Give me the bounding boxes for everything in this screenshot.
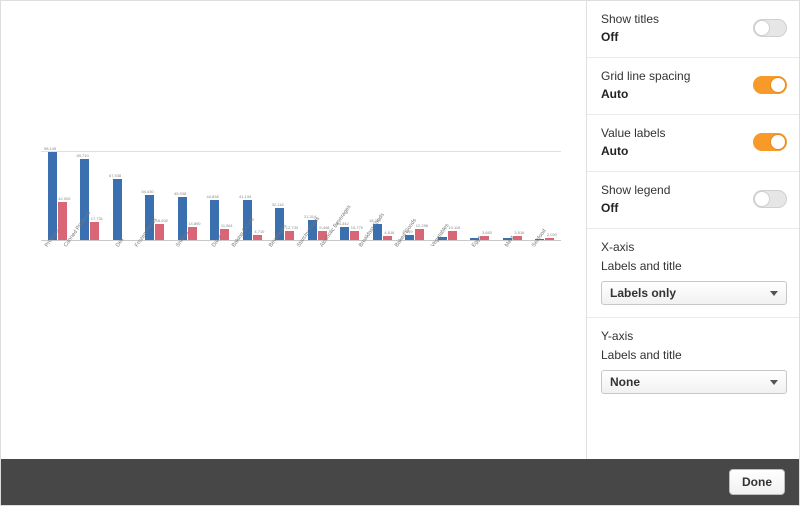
prop-label: Grid line spacing bbox=[601, 68, 690, 84]
bar-series-2 bbox=[285, 231, 294, 240]
value-label: 67,938 bbox=[108, 173, 122, 178]
prop-value: Off bbox=[601, 200, 670, 216]
chart-category: 67,938 bbox=[106, 151, 139, 240]
value-label: 4,516 bbox=[382, 230, 396, 235]
select-y-axis[interactable]: None bbox=[601, 370, 787, 394]
prop-label: Y-axis bbox=[601, 328, 787, 344]
prop-value: Off bbox=[601, 29, 659, 45]
value-label: 44,838 bbox=[205, 194, 219, 199]
prop-y-axis: Y-axis Labels and title None bbox=[587, 318, 800, 406]
prop-show-titles: Show titles Off bbox=[587, 1, 800, 58]
chart-category: 98,14542,002 bbox=[41, 151, 74, 240]
properties-panel: Show titles Off Grid line spacing Auto V… bbox=[586, 1, 800, 461]
done-button[interactable]: Done bbox=[729, 469, 785, 495]
select-value: None bbox=[610, 375, 640, 389]
prop-sublabel: Labels and title bbox=[601, 348, 787, 362]
chevron-down-icon bbox=[770, 380, 778, 385]
prop-show-legend: Show legend Off bbox=[587, 172, 800, 229]
value-label: 41,134 bbox=[238, 194, 252, 199]
toggle-show-titles[interactable] bbox=[753, 19, 787, 37]
chart-plot-area: 98,14542,00289,710 17,731 67,938 54,43016,6… bbox=[41, 151, 561, 241]
value-label: 17,731 bbox=[90, 216, 104, 221]
bar-series-2 bbox=[545, 238, 554, 240]
bar-series-2 bbox=[253, 235, 262, 240]
value-label: 3,683 bbox=[480, 230, 494, 235]
bar-series-1 bbox=[113, 179, 122, 240]
bar-series-2 bbox=[383, 236, 392, 241]
prop-label: X-axis bbox=[601, 239, 787, 255]
toggle-grid-spacing[interactable] bbox=[753, 76, 787, 94]
prop-value-labels: Value labels Auto bbox=[587, 115, 800, 172]
chart-category: 45,938 14,890 bbox=[171, 151, 204, 240]
value-label: 11,561 bbox=[220, 223, 234, 228]
prop-value: Auto bbox=[601, 143, 666, 159]
prop-label: Value labels bbox=[601, 125, 666, 141]
prop-sublabel: Labels and title bbox=[601, 259, 787, 273]
footer-bar: Done bbox=[1, 459, 800, 505]
bar-series-1 bbox=[48, 152, 57, 240]
value-label: 42,002 bbox=[57, 196, 71, 201]
prop-grid-spacing: Grid line spacing Auto bbox=[587, 58, 800, 115]
value-label: 4,710 bbox=[252, 229, 266, 234]
select-x-axis[interactable]: Labels only bbox=[601, 281, 787, 305]
value-label: 14,890 bbox=[187, 221, 201, 226]
bar-series-2 bbox=[448, 231, 457, 240]
toggle-show-legend[interactable] bbox=[753, 190, 787, 208]
value-label: 10,770 bbox=[350, 225, 364, 230]
chart-category: 54,43016,632 bbox=[139, 151, 172, 240]
prop-label: Show titles bbox=[601, 11, 659, 27]
prop-value: Auto bbox=[601, 86, 690, 102]
chart-category: 3,516 bbox=[496, 151, 529, 240]
chart: 98,14542,00289,710 17,731 67,938 54,43016,6… bbox=[41, 151, 561, 331]
chart-canvas: 98,14542,00289,71017,73167,93854,43016,6… bbox=[1, 1, 586, 461]
chart-category: 2,020 bbox=[529, 151, 562, 240]
value-label: 89,710 bbox=[75, 153, 89, 158]
bar-series-2 bbox=[58, 202, 67, 240]
chart-category: 5,54912,296 bbox=[399, 151, 432, 240]
bar-series-2 bbox=[155, 224, 164, 240]
bar-series-2 bbox=[90, 222, 99, 240]
bar-series-2 bbox=[415, 229, 424, 240]
chart-category: 21,3149,448 bbox=[301, 151, 334, 240]
value-label: 3,516 bbox=[512, 230, 526, 235]
value-label: 98,145 bbox=[43, 146, 57, 151]
value-label: 32,118 bbox=[270, 202, 284, 207]
bar-series-2 bbox=[350, 231, 359, 240]
value-label: 45,938 bbox=[173, 191, 187, 196]
chart-category: 3,683 bbox=[464, 151, 497, 240]
prop-label: Show legend bbox=[601, 182, 670, 198]
bar-series-1 bbox=[340, 227, 349, 240]
chevron-down-icon bbox=[770, 291, 778, 296]
value-label: 54,430 bbox=[140, 189, 154, 194]
prop-x-axis: X-axis Labels and title Labels only bbox=[587, 229, 800, 318]
toggle-value-labels[interactable] bbox=[753, 133, 787, 151]
chart-category: 41,134 4,710 bbox=[236, 151, 269, 240]
value-label: 12,296 bbox=[415, 223, 429, 228]
chart-category: 44,838 11,561 bbox=[204, 151, 237, 240]
select-value: Labels only bbox=[610, 286, 676, 300]
